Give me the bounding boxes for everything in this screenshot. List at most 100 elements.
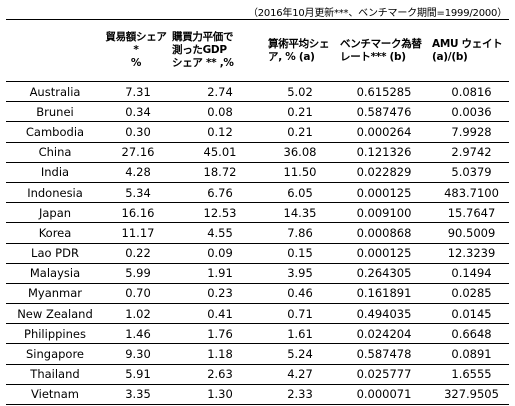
cell-country: Lao PDR xyxy=(31,246,79,261)
cell-gdp-share: 1.91 xyxy=(207,266,233,281)
table-row: Singapore 9.30 1.18 5.24 0.587478 0.0891 xyxy=(6,344,509,365)
amu-weight-table: 貿易額シェア* % 購買力平価で 測ったGDP シェア ** ,% 算術平均シェ… xyxy=(6,19,509,405)
cell-trade-share: 1.02 xyxy=(125,306,151,321)
cell-benchmark-rate: 0.587478 xyxy=(356,347,412,362)
cell-benchmark-rate: 0.022829 xyxy=(356,165,412,180)
cell-benchmark-rate: 0.000125 xyxy=(356,246,412,261)
cell-amu-weight: 0.0285 xyxy=(451,286,492,301)
cell-amu-weight: 5.0379 xyxy=(451,165,492,180)
table-row: Brunei 0.34 0.08 0.21 0.587476 0.0036 xyxy=(6,102,509,122)
cell-benchmark-rate: 0.000868 xyxy=(356,225,412,240)
cell-trade-share: 0.70 xyxy=(125,286,151,301)
cell-country: India xyxy=(40,165,70,180)
cell-benchmark-rate: 0.024204 xyxy=(356,326,412,341)
cell-gdp-share: 12.53 xyxy=(203,205,237,220)
cell-gdp-share: 0.41 xyxy=(207,306,233,321)
cell-amu-weight: 90.5009 xyxy=(447,225,496,240)
cell-amu-weight: 327.9505 xyxy=(444,387,499,402)
header-amu-weight: AMU ウェイト (a)/(b) xyxy=(432,37,503,63)
cell-country: Indonesia xyxy=(27,185,83,200)
cell-gdp-share: 0.12 xyxy=(207,124,233,139)
cell-trade-share: 0.30 xyxy=(125,124,151,139)
cell-country: Philippines xyxy=(24,326,86,341)
cell-trade-share: 3.35 xyxy=(125,387,151,402)
cell-amu-weight: 0.0036 xyxy=(451,104,492,119)
cell-mean-share: 3.95 xyxy=(287,266,313,281)
cell-mean-share: 6.05 xyxy=(287,185,313,200)
cell-gdp-share: 2.74 xyxy=(207,84,233,99)
cell-benchmark-rate: 0.161891 xyxy=(356,286,412,301)
table-row: New Zealand 1.02 0.41 0.71 0.494035 0.0145 xyxy=(6,304,509,324)
amu-weight-table-container: 貿易額シェア* % 購買力平価で 測ったGDP シェア ** ,% 算術平均シェ… xyxy=(6,19,509,405)
cell-amu-weight: 0.6648 xyxy=(451,326,492,341)
cell-mean-share: 4.27 xyxy=(287,367,313,382)
cell-amu-weight: 0.0145 xyxy=(451,306,492,321)
cell-trade-share: 5.91 xyxy=(125,367,151,382)
header-mean-share: 算術平均シェ ア, % (a) xyxy=(268,37,330,63)
cell-mean-share: 11.50 xyxy=(283,165,317,180)
cell-mean-share: 0.21 xyxy=(287,104,313,119)
cell-amu-weight: 7.9928 xyxy=(451,124,492,139)
table-row: Philippines 1.46 1.76 1.61 0.024204 0.6648 xyxy=(6,324,509,344)
table-row: Indonesia 5.34 6.76 6.05 0.000125 483.7100 xyxy=(6,182,509,203)
table-row: Australia 7.31 2.74 5.02 0.615285 0.0816 xyxy=(6,82,509,102)
cell-benchmark-rate: 0.000264 xyxy=(356,124,412,139)
table-row: Japan 16.16 12.53 14.35 0.009100 15.7647 xyxy=(6,203,509,223)
cell-gdp-share: 1.30 xyxy=(207,387,233,402)
table-body: Australia 7.31 2.74 5.02 0.615285 0.0816 Brune… xyxy=(6,82,509,405)
table-row: India 4.28 18.72 11.50 0.022829 5.0379 xyxy=(6,162,509,183)
cell-country: China xyxy=(38,145,72,160)
cell-gdp-share: 0.08 xyxy=(207,104,233,119)
cell-gdp-share: 45.01 xyxy=(203,145,237,160)
cell-amu-weight: 0.0891 xyxy=(451,347,492,362)
cell-amu-weight: 1.6555 xyxy=(451,367,492,382)
cell-trade-share: 0.34 xyxy=(125,104,151,119)
cell-country: New Zealand xyxy=(17,306,93,321)
cell-benchmark-rate: 0.000071 xyxy=(356,387,412,402)
cell-trade-share: 1.46 xyxy=(125,326,151,341)
cell-amu-weight: 483.7100 xyxy=(444,185,499,200)
header-row: 貿易額シェア* % 購買力平価で 測ったGDP シェア ** ,% 算術平均シェ… xyxy=(6,19,509,82)
cell-mean-share: 14.35 xyxy=(283,205,317,220)
cell-benchmark-rate: 0.009100 xyxy=(356,205,412,220)
cell-mean-share: 2.33 xyxy=(287,387,313,402)
cell-trade-share: 0.22 xyxy=(125,246,151,261)
cell-benchmark-rate: 0.615285 xyxy=(356,84,412,99)
cell-benchmark-rate: 0.494035 xyxy=(356,306,412,321)
header-gdp-share: 購買力平価で 測ったGDP シェア ** ,% xyxy=(172,31,234,69)
table-note: （2016年10月更新***、ベンチマーク期間=1999/2000） xyxy=(247,8,507,19)
cell-gdp-share: 18.72 xyxy=(203,165,237,180)
cell-gdp-share: 4.55 xyxy=(207,225,233,240)
table-row: Thailand 5.91 2.63 4.27 0.025777 1.6555 xyxy=(6,364,509,385)
table-row: Malaysia 5.99 1.91 3.95 0.264305 0.1494 xyxy=(6,263,509,284)
cell-mean-share: 0.15 xyxy=(287,246,313,261)
cell-country: Myanmar xyxy=(27,286,83,301)
cell-amu-weight: 15.7647 xyxy=(447,205,496,220)
cell-country: Australia xyxy=(29,84,81,99)
header-trade-share: 貿易額シェア* % xyxy=(105,31,167,69)
cell-country: Japan xyxy=(38,205,72,220)
cell-mean-share: 36.08 xyxy=(283,145,317,160)
cell-gdp-share: 2.63 xyxy=(207,367,233,382)
table-row: Korea 11.17 4.55 7.86 0.000868 90.5009 xyxy=(6,223,509,243)
cell-amu-weight: 0.0816 xyxy=(451,84,492,99)
cell-benchmark-rate: 0.025777 xyxy=(356,367,412,382)
table-row: Cambodia 0.30 0.12 0.21 0.000264 7.9928 xyxy=(6,122,509,143)
cell-country: Thailand xyxy=(30,367,80,382)
cell-country: Brunei xyxy=(36,104,74,119)
cell-gdp-share: 0.23 xyxy=(207,286,233,301)
table-row: Vietnam 3.35 1.30 2.33 0.000071 327.9505 xyxy=(6,384,509,405)
table-row: Lao PDR 0.22 0.09 0.15 0.000125 12.3239 xyxy=(6,243,509,264)
cell-gdp-share: 6.76 xyxy=(207,185,233,200)
cell-country: Vietnam xyxy=(31,387,79,402)
cell-gdp-share: 1.18 xyxy=(207,347,233,362)
header-benchmark-rate: ベンチマーク為替 レート*** (b) xyxy=(340,37,422,63)
cell-mean-share: 0.71 xyxy=(287,306,313,321)
cell-gdp-share: 0.09 xyxy=(207,246,233,261)
cell-trade-share: 4.28 xyxy=(125,165,151,180)
cell-mean-share: 5.02 xyxy=(287,84,313,99)
cell-mean-share: 0.21 xyxy=(287,124,313,139)
cell-gdp-share: 1.76 xyxy=(207,326,233,341)
cell-benchmark-rate: 0.587476 xyxy=(356,104,412,119)
cell-trade-share: 5.34 xyxy=(125,185,151,200)
